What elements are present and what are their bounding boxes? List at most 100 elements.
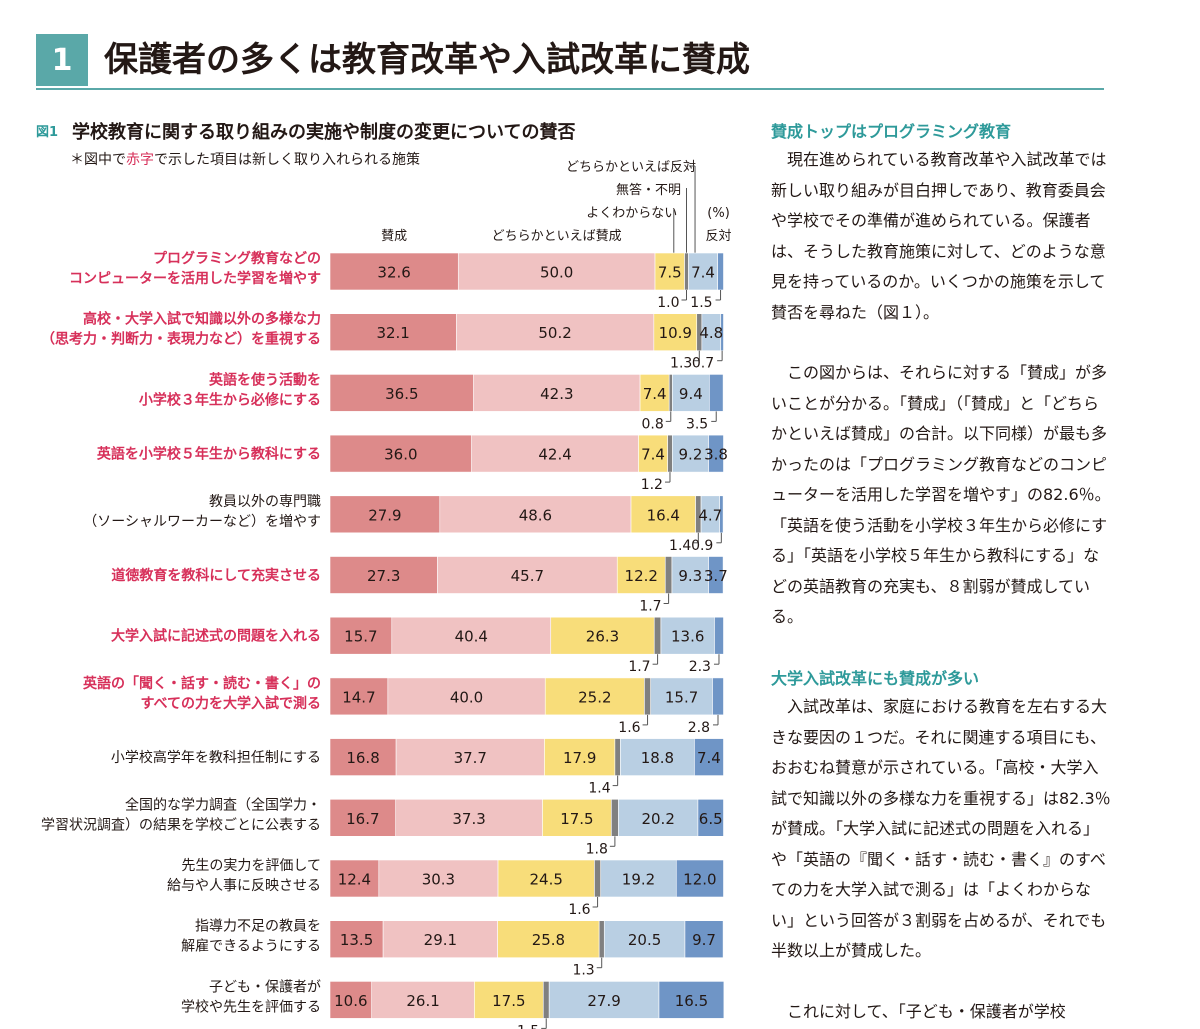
bar-segment bbox=[616, 556, 666, 594]
bar-segment bbox=[329, 616, 393, 655]
bar-value-label: 9.7 bbox=[692, 931, 716, 949]
bar-value-label: 16.4 bbox=[647, 506, 680, 524]
bar-segment bbox=[456, 313, 655, 352]
bar-value-label: 27.9 bbox=[587, 992, 620, 1010]
category-label: 英語を使う活動を bbox=[208, 371, 321, 388]
bar-value-label: 48.6 bbox=[519, 506, 552, 524]
disagree-value-label: 3.5 bbox=[686, 416, 708, 432]
bar-segment bbox=[644, 677, 652, 716]
bar-segment bbox=[473, 374, 641, 412]
no-answer-value-label: 1.4 bbox=[669, 538, 691, 554]
bar-value-label: 29.1 bbox=[424, 931, 457, 949]
bar-segment bbox=[603, 920, 686, 959]
bar-segment bbox=[717, 252, 724, 291]
bar-value-label: 50.2 bbox=[538, 324, 571, 342]
no-answer-value-label: 0.8 bbox=[642, 416, 664, 432]
bar-segment bbox=[550, 616, 655, 655]
bar-segment bbox=[329, 252, 459, 291]
bar-segment bbox=[329, 920, 384, 959]
bar-value-label: 10.6 bbox=[334, 992, 367, 1010]
sidebar-paragraph-3: 入試改革は、家庭における教育を左右する大きな要因の１つだ。それに関連する項目にも… bbox=[771, 697, 1111, 960]
bar-segment bbox=[667, 434, 673, 473]
bar-segment bbox=[329, 556, 438, 594]
bar-value-label: 10.9 bbox=[659, 324, 692, 342]
bar-value-label: 20.5 bbox=[628, 931, 661, 949]
bar-value-label: 15.7 bbox=[344, 628, 377, 646]
bar-value-label: 12.2 bbox=[625, 567, 658, 585]
bar-segment bbox=[542, 981, 550, 1019]
note-suffix: で示した項目は新しく取り入れられる施策 bbox=[154, 152, 420, 168]
no-answer-value-label: 1.7 bbox=[639, 599, 661, 615]
bar-segment bbox=[708, 556, 724, 594]
bar-value-label: 7.4 bbox=[697, 749, 721, 767]
bar-segment bbox=[497, 920, 600, 959]
legend-label-no-answer: 無答・不明 bbox=[616, 182, 681, 198]
bar-value-label: 25.8 bbox=[532, 931, 565, 949]
bar-segment bbox=[708, 434, 724, 473]
bar-segment bbox=[658, 981, 725, 1019]
bar-segment bbox=[684, 252, 689, 291]
sidebar-paragraph-4: これに対して、「子ども・保護者が学校 bbox=[771, 1002, 1066, 1021]
disagree-value-label: 2.8 bbox=[688, 720, 710, 736]
bar-value-label: 27.3 bbox=[367, 567, 400, 585]
disagree-value-label: 1.5 bbox=[690, 295, 712, 311]
bar-value-label: 26.1 bbox=[406, 992, 439, 1010]
bar-segment bbox=[653, 616, 662, 655]
bar-value-label: 16.5 bbox=[675, 992, 708, 1010]
bar-segment bbox=[614, 738, 621, 776]
category-label: 道徳教育を教科にして充実させる bbox=[111, 567, 321, 584]
category-label: 学習状況調査）の結果を学校ごとに公表する bbox=[41, 816, 321, 833]
category-label: （ソーシャルワーカーなど）を増やす bbox=[83, 514, 321, 530]
bar-value-label: 42.4 bbox=[538, 446, 571, 464]
bar-segment bbox=[457, 252, 656, 291]
bar-value-label: 13.5 bbox=[340, 931, 373, 949]
title-rule bbox=[36, 88, 1104, 90]
figure-note: ＊図中で赤字で示した項目は新しく取り入れられる施策 bbox=[70, 149, 420, 169]
bar-segment bbox=[653, 313, 698, 352]
bar-value-label: 16.7 bbox=[346, 810, 379, 828]
bar-segment bbox=[675, 859, 724, 898]
no-answer-value-label: 1.3 bbox=[572, 963, 594, 979]
bar-value-label: 19.2 bbox=[622, 871, 655, 889]
bar-value-label: 26.3 bbox=[586, 628, 619, 646]
bar-value-label: 30.3 bbox=[422, 871, 455, 889]
legend-label-agree: 賛成 bbox=[381, 229, 407, 244]
category-label: 子ども・保護者が bbox=[209, 979, 321, 995]
bar-value-label: 4.7 bbox=[698, 506, 722, 524]
bar-value-label: 37.7 bbox=[454, 749, 487, 767]
bar-value-label: 14.7 bbox=[342, 688, 375, 706]
bar-segment bbox=[672, 374, 710, 412]
no-answer-value-label: 1.5 bbox=[517, 1023, 539, 1029]
bar-segment bbox=[437, 556, 618, 594]
no-answer-value-label: 1.0 bbox=[657, 295, 679, 311]
category-label: 小学校高学年を教科担任制にする bbox=[111, 749, 321, 766]
no-answer-value-label: 1.2 bbox=[641, 477, 663, 493]
category-label: 高校・大学入試で知識以外の多様な力 bbox=[83, 311, 321, 328]
bar-value-label: 37.3 bbox=[452, 810, 485, 828]
bar-segment bbox=[709, 374, 724, 412]
bar-segment bbox=[712, 677, 724, 716]
bar-segment bbox=[638, 434, 668, 473]
no-answer-value-label: 1.7 bbox=[628, 659, 650, 675]
bar-segment bbox=[594, 859, 602, 898]
bar-segment bbox=[697, 798, 724, 837]
category-label: 小学校３年生から必修にする bbox=[139, 391, 321, 408]
no-answer-value-label: 1.4 bbox=[588, 781, 610, 797]
bar-segment bbox=[630, 495, 696, 534]
bar-value-label: 40.0 bbox=[450, 688, 483, 706]
bar-segment bbox=[329, 798, 397, 837]
category-label: 英語を小学校５年生から教科にする bbox=[96, 446, 321, 463]
bar-segment bbox=[688, 252, 718, 291]
bar-value-label: 42.3 bbox=[540, 385, 573, 403]
bar-segment bbox=[329, 313, 457, 352]
category-label: 教員以外の専門職 bbox=[209, 494, 321, 510]
bar-segment bbox=[544, 677, 645, 716]
category-label: （思考力・判断力・表現力など）を重視する bbox=[41, 331, 321, 348]
bar-value-label: 40.4 bbox=[455, 628, 488, 646]
no-answer-value-label: 1.3 bbox=[670, 356, 692, 372]
bar-segment bbox=[544, 738, 616, 776]
bar-segment bbox=[329, 434, 472, 473]
disagree-value-label: 0.7 bbox=[692, 356, 714, 372]
bar-segment bbox=[694, 738, 724, 776]
figure-label: 図1 bbox=[36, 125, 59, 140]
